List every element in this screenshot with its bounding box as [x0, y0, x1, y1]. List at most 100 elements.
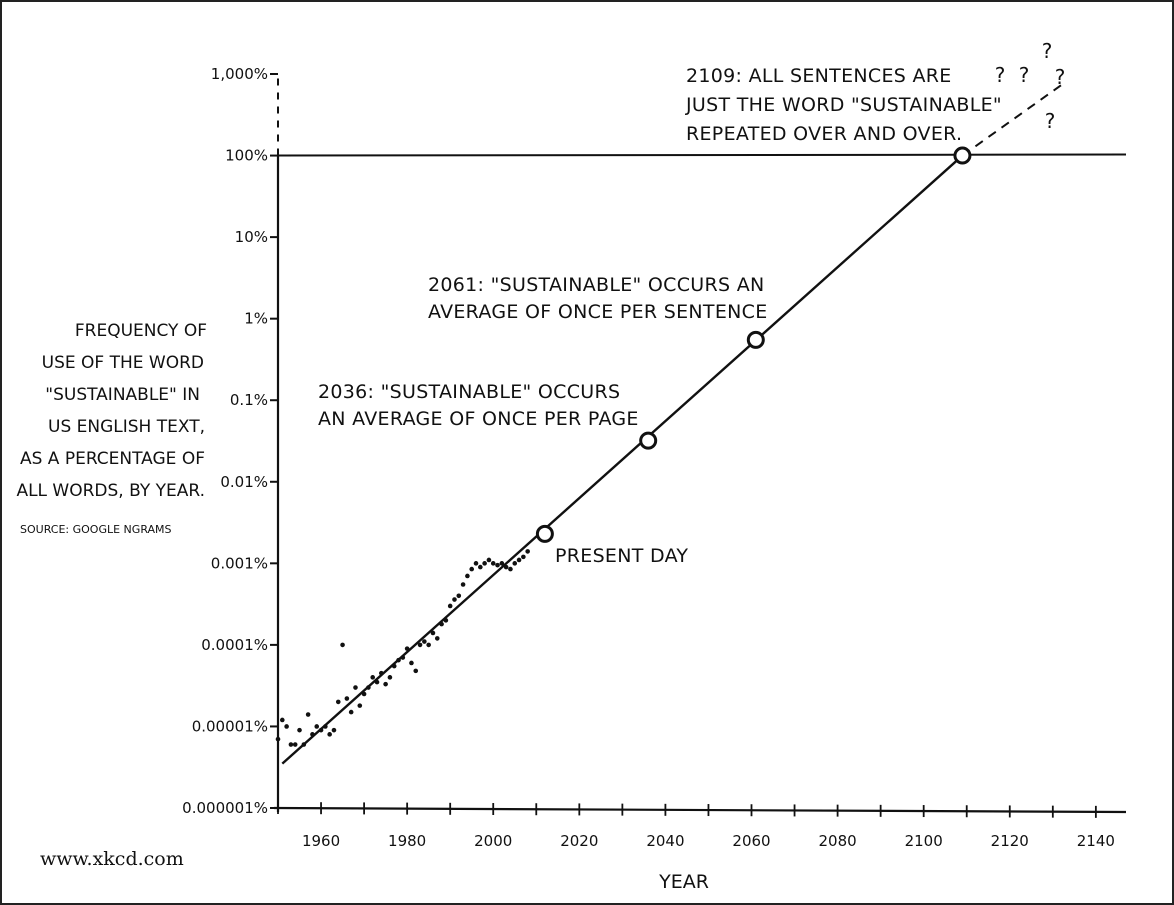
data-point	[456, 593, 462, 599]
milestone-marker	[535, 524, 554, 543]
question-mark: ?	[1045, 109, 1056, 133]
data-point	[348, 709, 354, 715]
y-description-line: FREQUENCY OF	[75, 321, 207, 341]
y-tick-label: 0.000001%	[182, 799, 268, 817]
x-tick-label: 2120	[991, 832, 1029, 850]
milestone-label-line: 2061: "SUSTAINABLE" OCCURS AN	[428, 274, 765, 296]
data-point	[344, 696, 350, 701]
y-description-line: AS A PERCENTAGE OF	[20, 449, 205, 469]
data-point	[499, 561, 505, 566]
question-mark: ?	[1019, 63, 1030, 87]
y-tick-label: 0.1%	[230, 391, 268, 409]
data-point	[422, 639, 427, 644]
milestone-marker	[953, 146, 972, 165]
data-point	[469, 566, 475, 572]
data-point	[465, 573, 470, 579]
data-point	[409, 660, 414, 666]
credit-link[interactable]: www.xkcd.com	[40, 848, 184, 870]
milestones	[535, 146, 972, 543]
data-point	[353, 685, 358, 690]
trend-lines	[281, 81, 1067, 765]
data-point	[495, 562, 500, 568]
data-point	[482, 561, 487, 566]
annotations: PRESENT DAY 2036: "SUSTAINABLE" OCCURS AN …	[318, 65, 1002, 567]
data-point	[521, 554, 526, 560]
data-point	[447, 603, 453, 609]
x-tick-label: 2020	[560, 832, 598, 850]
data-point	[297, 727, 302, 733]
y-tick-label: 1%	[244, 310, 268, 328]
axes	[273, 74, 1127, 814]
y-ticks: 0.000001% 0.00001% 0.0001% 0.001% 0.01% 0.1% 1…	[182, 65, 278, 817]
x-tick-label: 1980	[388, 832, 426, 850]
y-axis-description: FREQUENCY OF USE OF THE WORD "SUSTAINABLE"…	[16, 321, 207, 501]
data-point	[478, 564, 483, 570]
y-tick-label: 1,000%	[211, 65, 268, 83]
data-point	[331, 727, 337, 733]
y-description-line: ALL WORDS, BY YEAR.	[16, 481, 205, 501]
y-tick-label: 0.001%	[211, 554, 268, 572]
data-point	[288, 742, 294, 747]
data-point	[383, 681, 388, 687]
x-tick-label: 2060	[732, 832, 770, 850]
question-marks: ?????	[995, 39, 1066, 133]
data-point	[490, 561, 496, 566]
y-description-line: "SUSTAINABLE" IN	[45, 385, 200, 405]
y-description-line: US ENGLISH TEXT,	[48, 417, 205, 437]
x-tick-label: 2080	[819, 832, 857, 850]
data-point	[473, 561, 479, 566]
milestone-label-line: 2109: ALL SENTENCES ARE	[686, 65, 952, 87]
milestone-label-line: AN AVERAGE OF ONCE PER PAGE	[318, 408, 639, 430]
data-point	[430, 630, 436, 636]
milestone-label-line: JUST THE WORD "SUSTAINABLE"	[685, 94, 1002, 116]
data-point	[340, 642, 345, 648]
data-point	[508, 566, 513, 572]
milestone-label-line: REPEATED OVER AND OVER.	[686, 123, 962, 145]
data-point	[434, 636, 440, 641]
x-tick-label: 2000	[474, 832, 512, 850]
question-mark: ?	[1055, 65, 1066, 89]
x-ticks: 1960 1980 2000 2020 2040 2060 2080 2100 2120 2140	[277, 802, 1115, 850]
trend-line	[281, 154, 964, 765]
milestone-label-line: PRESENT DAY	[555, 545, 688, 567]
data-point	[314, 724, 320, 729]
data-point	[452, 597, 457, 602]
y-tick-label: 0.01%	[220, 473, 268, 491]
data-point	[335, 699, 341, 705]
data-point	[516, 557, 522, 563]
y-tick-label: 100%	[225, 147, 268, 165]
extrapolation-line	[961, 81, 1067, 157]
milestone-label-line: AVERAGE OF ONCE PER SENTENCE	[428, 301, 768, 323]
data-point	[280, 717, 285, 723]
data-point	[460, 582, 466, 587]
y-tick-label: 0.0001%	[201, 636, 268, 654]
data-points	[275, 549, 530, 747]
x-tick-label: 2040	[646, 832, 684, 850]
milestone-marker	[639, 431, 658, 450]
x-tick-label: 2100	[905, 832, 943, 850]
data-point	[284, 724, 289, 729]
data-point	[387, 675, 393, 680]
data-point	[357, 703, 363, 708]
data-point	[305, 712, 311, 717]
data-point	[426, 642, 431, 648]
x-tick-label: 2140	[1077, 832, 1115, 850]
milestone-label-line: 2036: "SUSTAINABLE" OCCURS	[318, 381, 620, 403]
data-point	[417, 642, 423, 648]
milestone-marker	[746, 330, 765, 349]
data-point	[370, 675, 376, 680]
data-point	[525, 549, 530, 554]
data-point	[512, 561, 518, 566]
source-label: SOURCE: GOOGLE NGRAMS	[20, 523, 172, 536]
question-mark: ?	[1042, 39, 1053, 63]
data-point	[413, 668, 419, 674]
hundred-percent-line	[277, 153, 1127, 157]
question-mark: ?	[995, 63, 1006, 87]
y-tick-label: 10%	[235, 228, 268, 246]
y-tick-label: 0.00001%	[192, 717, 268, 735]
x-axis-label: YEAR	[658, 871, 709, 893]
data-point	[327, 732, 332, 737]
y-description-line: USE OF THE WORD	[42, 353, 204, 373]
